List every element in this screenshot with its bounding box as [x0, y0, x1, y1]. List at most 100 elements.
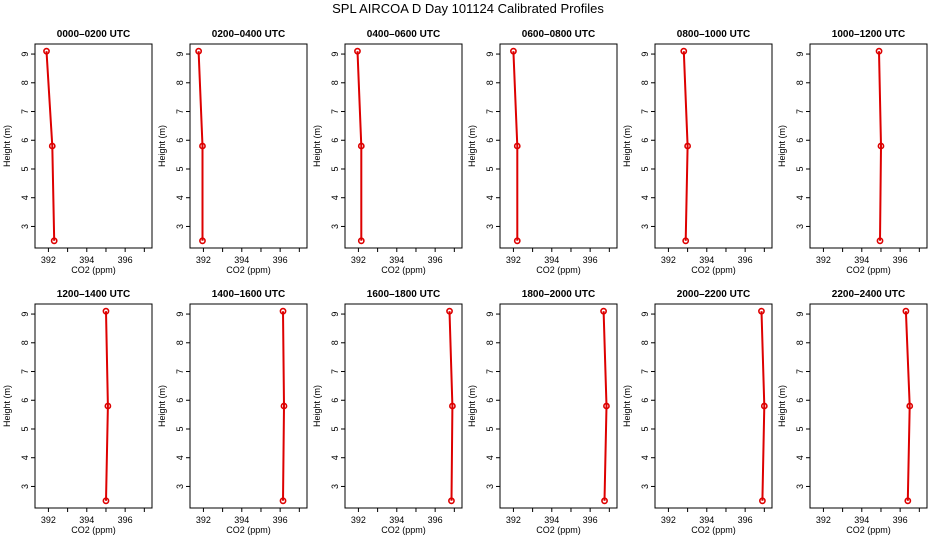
- data-point: [876, 237, 884, 245]
- profile-line: [197, 51, 204, 241]
- y-tick-label: 7: [20, 369, 30, 374]
- panel-title: 0000–0200 UTC: [57, 29, 130, 40]
- chart-panel: 1200–1400 UTC 392 394 396 3 4 5 6 7 8 9 CO2 (ppm) He…: [2, 289, 153, 535]
- y-tick-label: 5: [330, 166, 340, 171]
- x-axis-label: CO2 (ppm): [226, 265, 271, 275]
- x-tick-label: 394: [389, 255, 404, 265]
- data-point: [50, 237, 58, 245]
- data-point: [102, 307, 110, 315]
- profile-line: [105, 311, 109, 501]
- y-tick-label: 5: [175, 426, 185, 431]
- y-tick-label: 5: [20, 426, 30, 431]
- y-tick-label: 9: [175, 52, 185, 57]
- x-tick-label: 392: [506, 255, 521, 265]
- y-axis-label: Height (m): [157, 385, 167, 427]
- x-tick-label: 392: [816, 255, 831, 265]
- y-tick-label: 4: [330, 195, 340, 200]
- x-tick-label: 396: [273, 255, 288, 265]
- y-axis-label: Height (m): [467, 385, 477, 427]
- data-point: [510, 47, 517, 55]
- chart-panel: 1800–2000 UTC 392 394 396 3 4 5 6 7 8 9 CO2 (ppm) He…: [467, 289, 618, 535]
- y-tick-label: 7: [175, 109, 185, 114]
- profile-line: [356, 51, 363, 241]
- x-tick-label: 396: [893, 515, 908, 525]
- y-tick-label: 7: [485, 369, 495, 374]
- y-tick-label: 4: [640, 455, 650, 460]
- y-tick-label: 8: [330, 80, 340, 85]
- data-point: [684, 142, 692, 150]
- data-point: [199, 237, 206, 245]
- x-tick-label: 396: [738, 255, 753, 265]
- y-tick-label: 3: [485, 484, 495, 489]
- data-point: [357, 237, 365, 245]
- data-point: [601, 497, 608, 505]
- chart-panel: 0800–1000 UTC 392 394 396 3 4 5 6 7 8 9 CO2 (ppm) He…: [622, 29, 773, 275]
- x-axis-label: CO2 (ppm): [536, 265, 581, 275]
- plot-frame: [809, 303, 928, 509]
- plot-frame: [189, 43, 308, 249]
- y-tick-label: 7: [640, 369, 650, 374]
- data-point: [449, 402, 456, 410]
- x-tick-label: 392: [661, 515, 676, 525]
- y-tick-label: 3: [795, 484, 805, 489]
- profile-line: [760, 311, 766, 501]
- x-axis-label: CO2 (ppm): [71, 525, 116, 535]
- data-point: [906, 402, 914, 410]
- panel-title: 2200–2400 UTC: [832, 289, 905, 300]
- data-point: [760, 402, 768, 410]
- y-axis-label: Height (m): [622, 385, 632, 427]
- y-tick-label: 5: [640, 426, 650, 431]
- y-tick-label: 7: [795, 109, 805, 114]
- chart-panel: 0400–0600 UTC 392 394 396 3 4 5 6 7 8 9 CO2 (ppm) He…: [312, 29, 463, 275]
- panel-title: 0200–0400 UTC: [212, 29, 285, 40]
- data-point: [43, 47, 50, 55]
- y-tick-label: 9: [795, 52, 805, 57]
- y-tick-label: 4: [20, 195, 30, 200]
- x-tick-label: 392: [41, 255, 56, 265]
- y-tick-label: 8: [640, 80, 650, 85]
- x-tick-label: 396: [273, 515, 288, 525]
- x-axis-label: CO2 (ppm): [71, 265, 116, 275]
- profile-line: [878, 51, 883, 241]
- x-tick-label: 396: [738, 515, 753, 525]
- x-tick-label: 396: [428, 255, 443, 265]
- x-tick-label: 394: [234, 515, 249, 525]
- x-tick-label: 392: [661, 255, 676, 265]
- y-tick-label: 9: [330, 312, 340, 317]
- y-tick-label: 6: [20, 398, 30, 403]
- y-axis-label: Height (m): [777, 385, 787, 427]
- panel-title: 0800–1000 UTC: [677, 29, 750, 40]
- data-point: [513, 237, 521, 245]
- y-tick-label: 8: [485, 80, 495, 85]
- y-tick-label: 6: [485, 398, 495, 403]
- x-tick-label: 392: [506, 515, 521, 525]
- y-tick-label: 5: [795, 426, 805, 431]
- y-tick-label: 4: [640, 195, 650, 200]
- y-tick-label: 8: [175, 80, 185, 85]
- y-tick-label: 3: [485, 224, 495, 229]
- y-tick-label: 8: [330, 340, 340, 345]
- data-point: [513, 142, 521, 150]
- y-tick-label: 9: [20, 52, 30, 57]
- y-tick-label: 9: [640, 312, 650, 317]
- x-axis-label: CO2 (ppm): [846, 265, 891, 275]
- y-tick-label: 3: [330, 484, 340, 489]
- panel-title: 1800–2000 UTC: [522, 289, 595, 300]
- profile-line: [282, 311, 286, 501]
- plot-frame: [189, 303, 308, 509]
- y-tick-label: 8: [485, 340, 495, 345]
- plot-frame: [809, 43, 928, 249]
- data-point: [603, 402, 610, 410]
- x-tick-label: 396: [583, 255, 598, 265]
- y-tick-label: 6: [330, 138, 340, 143]
- data-point: [199, 142, 206, 150]
- data-point: [902, 307, 910, 315]
- x-tick-label: 394: [544, 515, 559, 525]
- chart-panel: 0000–0200 UTC 392 394 396 3 4 5 6 7 8 9 CO2 (ppm) He…: [2, 29, 153, 275]
- x-tick-label: 396: [893, 255, 908, 265]
- panel-title: 0400–0600 UTC: [367, 29, 440, 40]
- y-tick-label: 9: [485, 52, 495, 57]
- y-tick-label: 4: [175, 195, 185, 200]
- x-axis-label: CO2 (ppm): [381, 265, 426, 275]
